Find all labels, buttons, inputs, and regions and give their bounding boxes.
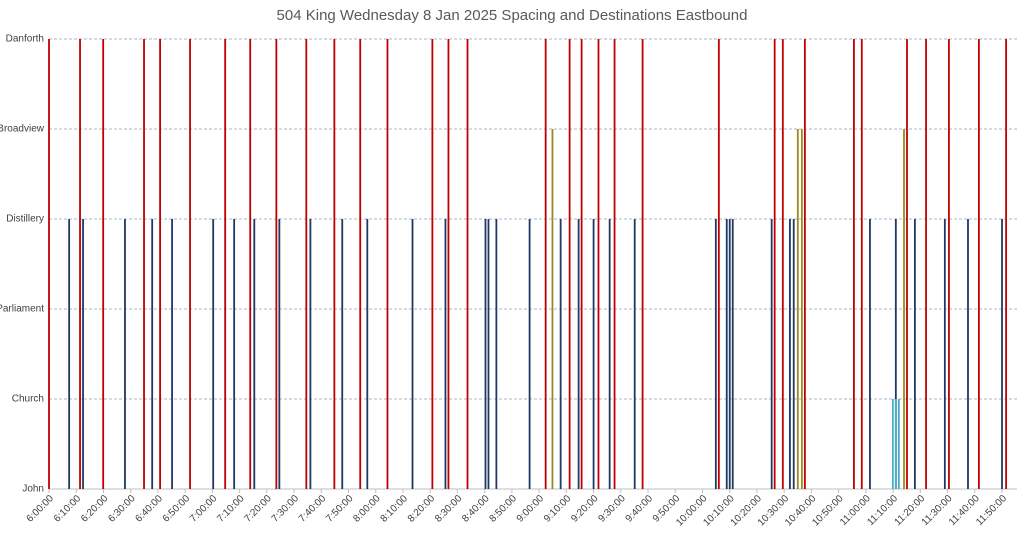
x-tick-label: 6:50:00 (161, 493, 193, 525)
y-tick-label: Danforth (6, 34, 44, 45)
x-tick-label: 6:00:00 (25, 493, 57, 525)
x-tick-label: 9:30:00 (596, 493, 628, 525)
x-tick-label: 6:10:00 (52, 493, 84, 525)
x-tick-label: 7:20:00 (242, 493, 274, 525)
x-tick-label: 8:30:00 (433, 493, 465, 525)
y-tick-label: Parliament (0, 304, 44, 315)
y-tick-label: Distillery (6, 214, 44, 225)
chart-title: 504 King Wednesday 8 Jan 2025 Spacing an… (277, 7, 748, 24)
x-tick-label: 7:50:00 (324, 493, 356, 525)
x-tick-label: 9:00:00 (515, 493, 547, 525)
x-tick-label: 7:40:00 (297, 493, 329, 525)
x-tick-label: 7:10:00 (215, 493, 247, 525)
x-tick-label: 9:10:00 (542, 493, 574, 525)
x-tick-label: 8:20:00 (406, 493, 438, 525)
x-tick-label: 8:40:00 (460, 493, 492, 525)
x-tick-label: 8:00:00 (351, 493, 383, 525)
y-tick-label: John (22, 484, 44, 495)
y-tick-label: Broadview (0, 124, 45, 135)
x-tick-label: 11:50:00 (974, 493, 1009, 528)
x-tick-label: 6:20:00 (79, 493, 111, 525)
x-tick-label: 7:30:00 (270, 493, 302, 525)
x-tick-label: 7:00:00 (188, 493, 220, 525)
x-tick-label: 6:40:00 (134, 493, 166, 525)
x-tick-label: 9:40:00 (624, 493, 656, 525)
x-tick-label: 8:50:00 (488, 493, 520, 525)
x-tick-label: 8:10:00 (379, 493, 411, 525)
x-tick-label: 6:30:00 (106, 493, 138, 525)
y-tick-label: Church (12, 394, 44, 405)
x-tick-label: 9:20:00 (569, 493, 601, 525)
